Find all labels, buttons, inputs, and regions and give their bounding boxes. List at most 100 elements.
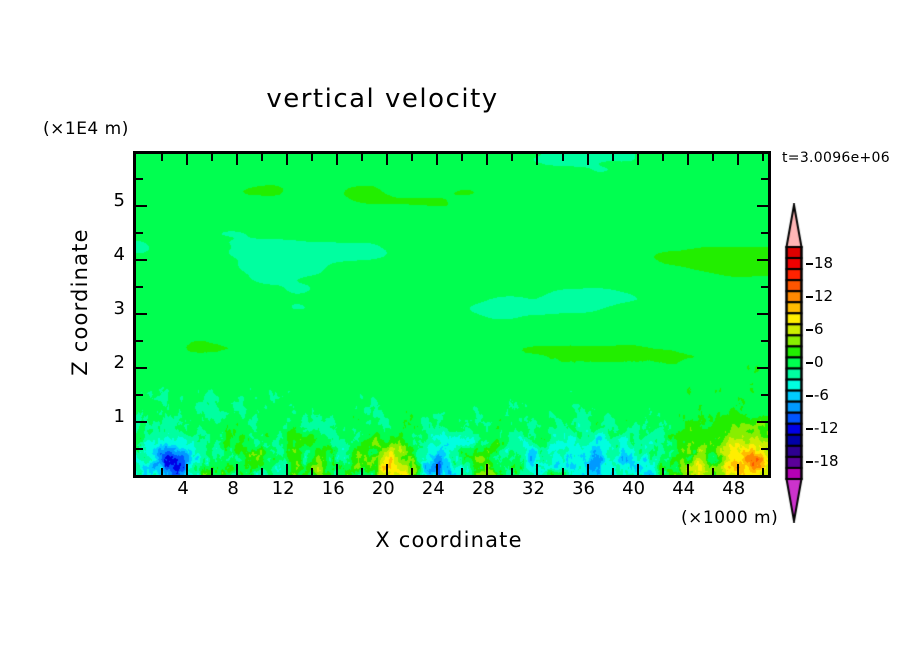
- plot-area: [133, 151, 771, 478]
- tick-mark: [436, 464, 438, 475]
- tick-mark: [136, 205, 147, 207]
- tick-mark: [761, 448, 768, 450]
- tick-mark: [637, 154, 639, 165]
- colorbar: [777, 203, 811, 523]
- tick-mark: [236, 464, 238, 475]
- contour-field-canvas: [136, 154, 768, 475]
- y-tick-label: 5: [113, 190, 125, 212]
- tick-mark: [336, 464, 338, 475]
- page-title: vertical velocity: [266, 84, 499, 114]
- tick-mark: [562, 468, 564, 475]
- colorbar-tick-label: -6: [814, 386, 829, 405]
- tick-mark: [136, 448, 143, 450]
- colorbar-tick-label: 0: [814, 353, 824, 371]
- tick-mark: [612, 468, 614, 475]
- tick-mark: [361, 154, 363, 161]
- x-tick-label: 28: [471, 478, 495, 499]
- tick-mark: [261, 468, 263, 475]
- tick-mark: [662, 468, 664, 475]
- tick-mark: [757, 205, 768, 207]
- x-tick-label: 40: [622, 478, 646, 499]
- colorbar-tick-label: -18: [814, 452, 839, 471]
- tick-mark: [186, 464, 188, 475]
- tick-mark: [536, 464, 538, 475]
- tick-mark: [757, 367, 768, 369]
- tick-mark: [761, 286, 768, 288]
- tick-mark: [386, 154, 388, 165]
- y-tick-label: 1: [113, 406, 125, 428]
- x-tick-label: 8: [227, 478, 239, 499]
- colorbar-canvas: [777, 203, 811, 523]
- tick-mark: [261, 154, 263, 161]
- x-tick-label: 48: [722, 478, 746, 499]
- tick-mark: [136, 313, 147, 315]
- x-tick-label: 36: [572, 478, 595, 499]
- tick-mark: [136, 178, 143, 180]
- tick-mark: [737, 464, 739, 475]
- tick-mark: [687, 154, 689, 165]
- x-axis-title: X coordinate: [375, 528, 523, 552]
- tick-mark: [136, 421, 147, 423]
- colorbar-tick-mark: [806, 328, 813, 331]
- colorbar-tick-mark: [806, 428, 813, 431]
- tick-mark: [511, 468, 513, 475]
- tick-mark: [461, 468, 463, 475]
- tick-mark: [136, 232, 143, 234]
- tick-mark: [411, 154, 413, 161]
- x-tick-label: 32: [522, 478, 545, 499]
- tick-mark: [762, 468, 764, 475]
- y-tick-label: 4: [113, 244, 125, 266]
- y-tick-label: 3: [113, 298, 125, 320]
- tick-mark: [587, 154, 589, 165]
- x-tick-label: 24: [421, 478, 445, 499]
- tick-mark: [236, 154, 238, 165]
- x-axis-units-label: (×1000 m): [681, 508, 779, 528]
- tick-mark: [136, 367, 147, 369]
- y-axis-title: Z coordinate: [68, 228, 92, 376]
- timestamp-label: t=3.0096e+06: [782, 150, 890, 166]
- tick-mark: [612, 154, 614, 161]
- tick-mark: [311, 468, 313, 475]
- x-tick-label: 4: [177, 478, 189, 499]
- tick-mark: [687, 464, 689, 475]
- tick-mark: [536, 154, 538, 165]
- tick-mark: [161, 468, 163, 475]
- tick-mark: [637, 464, 639, 475]
- tick-mark: [737, 154, 739, 165]
- tick-mark: [486, 154, 488, 165]
- tick-mark: [486, 464, 488, 475]
- tick-mark: [211, 468, 213, 475]
- tick-mark: [436, 154, 438, 165]
- tick-mark: [411, 468, 413, 475]
- tick-mark: [211, 154, 213, 161]
- colorbar-tick-mark: [806, 461, 813, 464]
- tick-mark: [386, 464, 388, 475]
- tick-mark: [761, 340, 768, 342]
- tick-mark: [757, 421, 768, 423]
- tick-mark: [136, 340, 143, 342]
- tick-mark: [461, 154, 463, 161]
- tick-mark: [712, 468, 714, 475]
- x-tick-label: 12: [271, 478, 295, 499]
- colorbar-tick-mark: [806, 395, 813, 398]
- tick-mark: [286, 154, 288, 165]
- tick-mark: [361, 468, 363, 475]
- colorbar-tick-label: 6: [814, 319, 824, 338]
- colorbar-tick-mark: [806, 262, 813, 265]
- x-tick-label: 20: [371, 478, 395, 499]
- tick-mark: [762, 154, 764, 161]
- colorbar-tick-label: 18: [814, 253, 834, 272]
- tick-mark: [186, 154, 188, 165]
- tick-mark: [161, 154, 163, 161]
- tick-mark: [136, 394, 143, 396]
- y-tick-label: 2: [113, 352, 125, 374]
- tick-mark: [562, 154, 564, 161]
- tick-mark: [761, 232, 768, 234]
- x-tick-label: 16: [321, 478, 345, 499]
- tick-mark: [136, 259, 147, 261]
- tick-mark: [136, 286, 143, 288]
- colorbar-tick-label: 12: [814, 286, 834, 305]
- tick-mark: [757, 259, 768, 261]
- x-tick-label: 44: [672, 478, 696, 499]
